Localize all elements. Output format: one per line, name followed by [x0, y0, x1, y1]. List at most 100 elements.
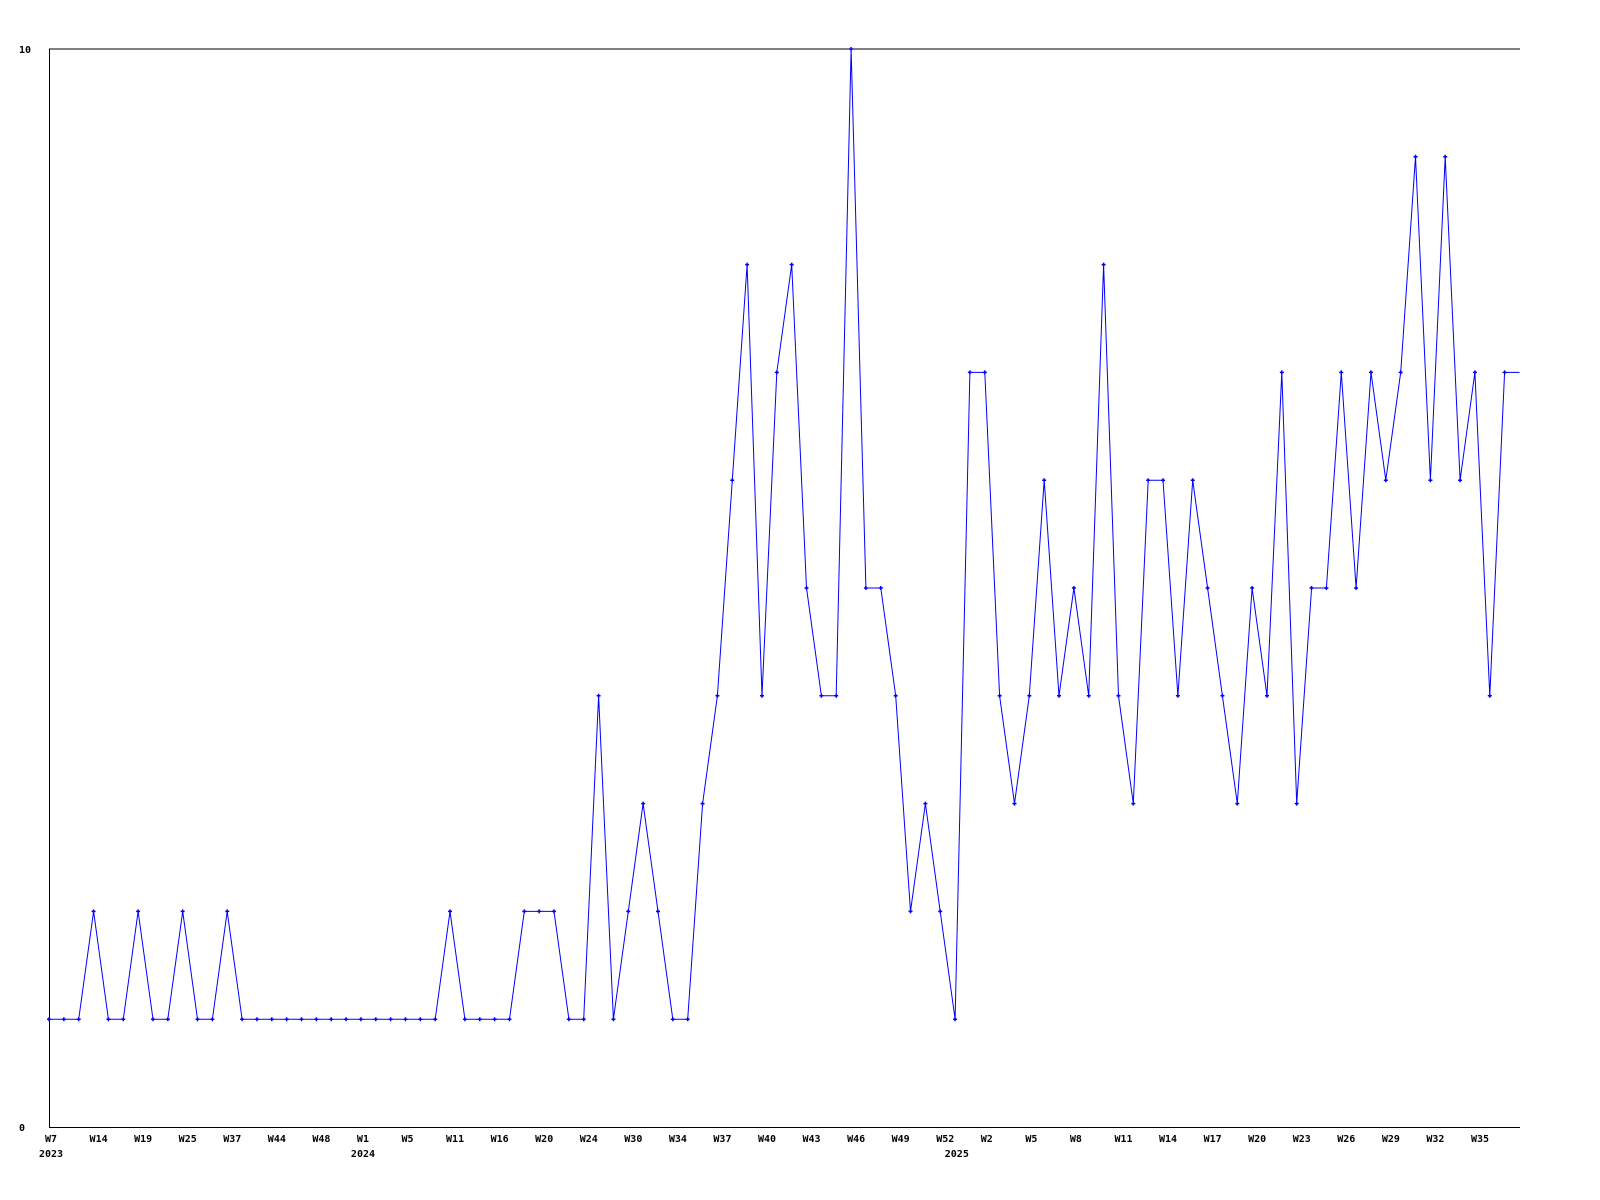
x-tick-label: W16: [491, 1134, 509, 1145]
data-point: [358, 1017, 363, 1022]
data-point: [1428, 478, 1433, 483]
data-point: [1101, 262, 1106, 267]
data-point: [1458, 478, 1463, 483]
data-point: [700, 801, 705, 806]
data-point: [670, 1017, 675, 1022]
data-point: [1309, 586, 1314, 590]
data-point: [967, 370, 972, 375]
data-point: [1354, 586, 1359, 590]
x-tick-label: W37: [223, 1134, 241, 1145]
data-point: [596, 693, 601, 698]
data-point: [908, 909, 913, 914]
data-point: [507, 1017, 512, 1022]
data-point: [938, 909, 943, 914]
data-point: [314, 1017, 319, 1022]
data-point: [1487, 693, 1492, 698]
data-point: [373, 1017, 378, 1022]
data-point: [1368, 370, 1373, 375]
x-tick-label: W20: [1248, 1134, 1266, 1145]
data-point: [403, 1017, 408, 1022]
data-point: [344, 1017, 349, 1022]
data-point: [1012, 801, 1017, 806]
x-tick-year-label: 2024: [351, 1149, 375, 1160]
data-point: [284, 1017, 289, 1022]
x-tick-label: W23: [1293, 1134, 1311, 1145]
x-tick-label: W24: [580, 1134, 598, 1145]
data-point: [76, 1017, 81, 1022]
data-point: [1071, 586, 1076, 590]
x-tick-label: W1: [357, 1134, 369, 1145]
x-tick-label: W43: [803, 1134, 821, 1145]
x-tick-year-label: 2025: [945, 1149, 969, 1160]
data-point: [1027, 693, 1032, 698]
x-tick-label: W29: [1382, 1134, 1400, 1145]
data-point: [626, 909, 631, 914]
x-tick-label: W32: [1426, 1134, 1444, 1145]
data-point: [1413, 154, 1418, 159]
data-point: [388, 1017, 393, 1022]
data-point: [789, 262, 794, 267]
data-point: [448, 909, 453, 914]
data-point: [254, 1017, 259, 1022]
data-point: [1472, 370, 1477, 375]
data-point: [878, 586, 883, 590]
data-point: [299, 1017, 304, 1022]
y-tick-label-max: 10: [19, 45, 31, 56]
x-tick-label: W7: [45, 1134, 57, 1145]
x-tick-label: W40: [758, 1134, 776, 1145]
data-point: [1383, 478, 1388, 483]
x-tick-label: W11: [1114, 1134, 1132, 1145]
data-point: [225, 909, 230, 914]
data-point: [774, 370, 779, 375]
data-point: [819, 693, 824, 698]
data-point: [1057, 693, 1062, 698]
data-point: [1175, 693, 1180, 698]
data-point: [997, 693, 1002, 698]
data-point: [180, 909, 185, 914]
data-point: [953, 1017, 958, 1022]
data-point: [195, 1017, 200, 1022]
x-tick-label: W44: [268, 1134, 286, 1145]
data-point: [715, 693, 720, 698]
data-point: [1146, 478, 1151, 483]
x-tick-label: W48: [312, 1134, 330, 1145]
data-point: [136, 909, 141, 914]
data-point: [685, 1017, 690, 1022]
data-point: [849, 47, 854, 51]
data-point: [462, 1017, 467, 1022]
data-point: [641, 801, 646, 806]
data-point: [982, 370, 987, 375]
x-tick-label: W34: [669, 1134, 687, 1145]
data-point: [1131, 801, 1136, 806]
data-point: [418, 1017, 423, 1022]
data-point: [121, 1017, 126, 1022]
data-point: [329, 1017, 334, 1022]
x-tick-label: W30: [624, 1134, 642, 1145]
data-point: [1264, 693, 1269, 698]
y-tick-label-min: 0: [19, 1123, 25, 1134]
data-point: [1398, 370, 1403, 375]
data-point: [47, 1017, 51, 1022]
data-point: [165, 1017, 170, 1022]
data-point: [1339, 370, 1344, 375]
data-point: [269, 1017, 274, 1022]
data-point: [150, 1017, 155, 1022]
data-point: [210, 1017, 215, 1022]
data-point: [834, 693, 839, 698]
data-point: [240, 1017, 245, 1022]
data-point: [893, 693, 898, 698]
x-tick-label: W14: [1159, 1134, 1177, 1145]
data-point: [1443, 154, 1448, 159]
data-point: [106, 1017, 111, 1022]
x-tick-label: W17: [1204, 1134, 1222, 1145]
data-point: [1042, 478, 1047, 483]
x-tick-label: W11: [446, 1134, 464, 1145]
series-line: [49, 48, 1520, 1020]
x-tick-label: W8: [1070, 1134, 1082, 1145]
x-tick-label: W19: [134, 1134, 152, 1145]
data-point: [745, 262, 750, 267]
data-point: [552, 909, 557, 914]
data-point: [1502, 370, 1507, 375]
data-point: [1161, 478, 1166, 483]
